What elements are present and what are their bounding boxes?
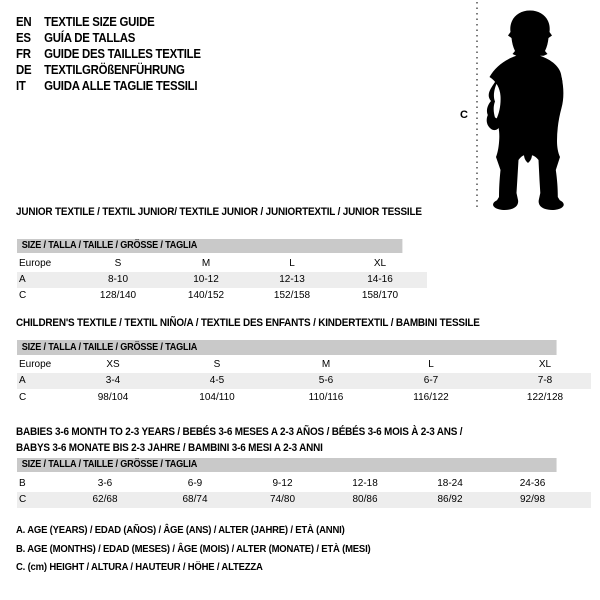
svg-text:C: C [460,109,468,121]
